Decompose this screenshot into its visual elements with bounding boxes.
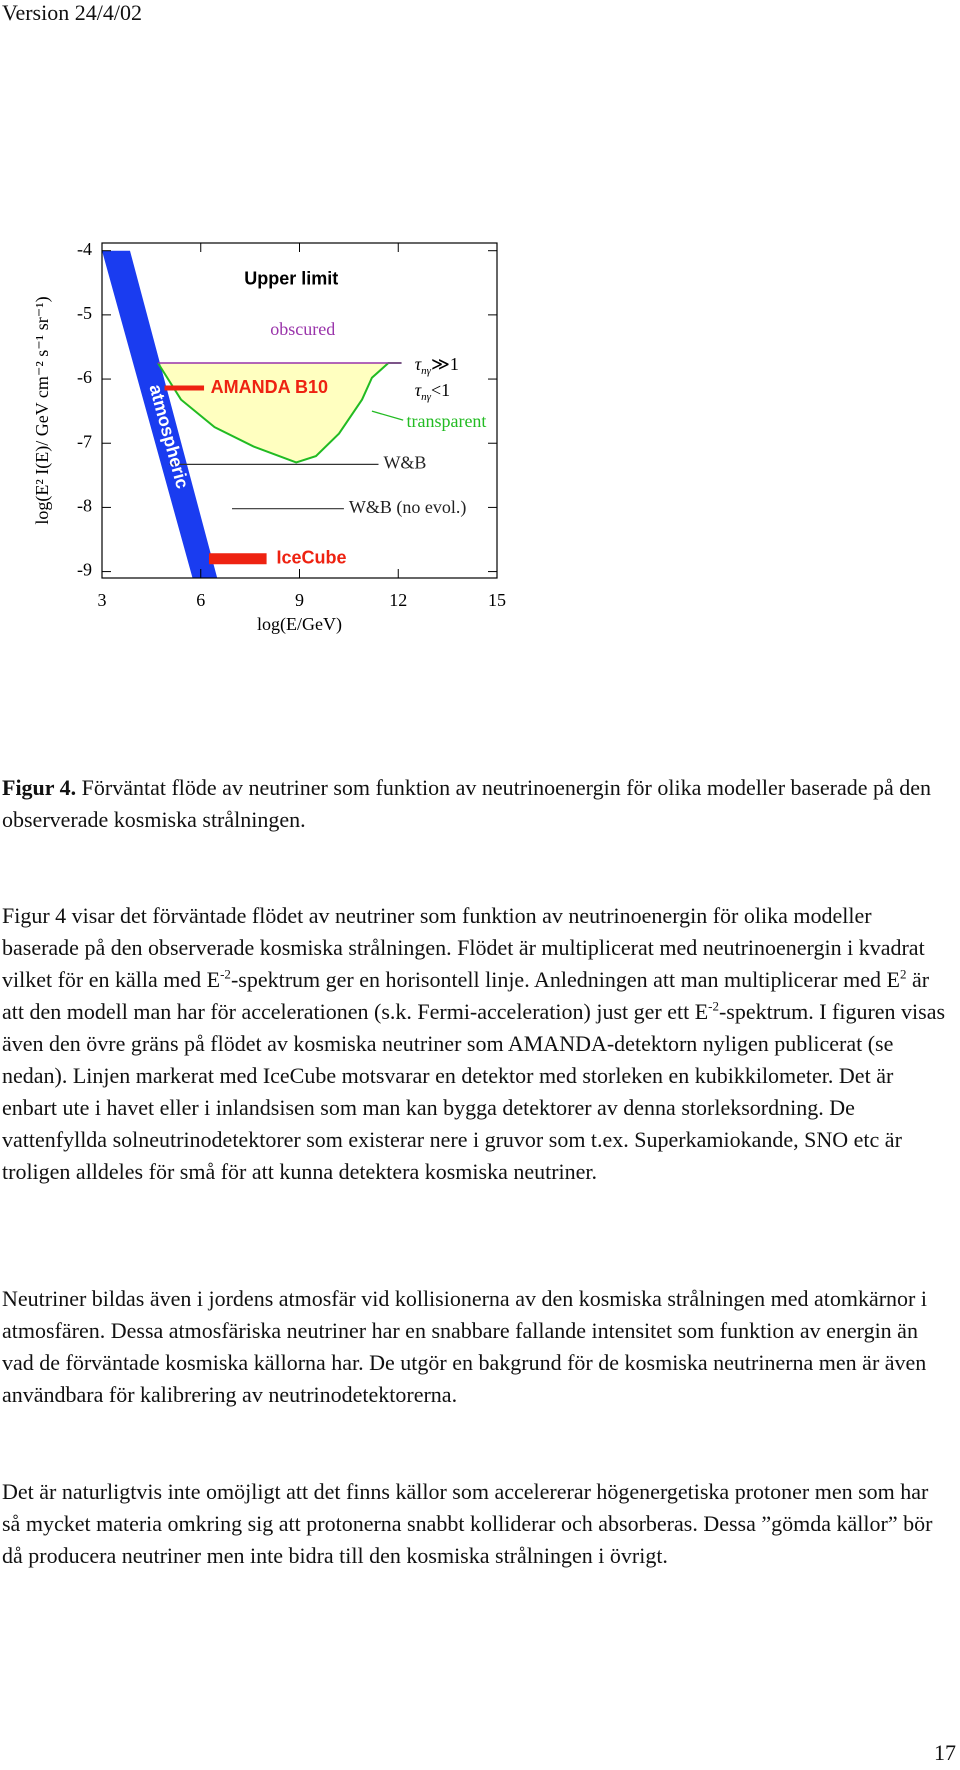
tau-rest: <1 xyxy=(431,380,450,400)
tau-symbol: τ xyxy=(415,380,422,400)
text-run: är att den modell man har för accelerati… xyxy=(2,967,930,1024)
series-label: obscured xyxy=(270,319,335,339)
annotation: Upper limit xyxy=(244,268,338,288)
series-1 xyxy=(157,362,402,464)
page-number: 17 xyxy=(934,1740,956,1765)
version-header: Version 24/4/02 xyxy=(2,0,142,25)
paragraph: Figur 4 visar det förväntade flödet av n… xyxy=(2,900,952,1188)
paragraph: Det är naturligtvis inte omöjligt att de… xyxy=(2,1476,952,1572)
y-tick-label: -5 xyxy=(77,303,92,323)
x-tick-label: 15 xyxy=(488,590,506,610)
series-0 xyxy=(102,250,218,578)
tau-symbol: τ xyxy=(415,354,422,374)
annotation: τnγ≫1 xyxy=(415,354,459,376)
text-run: -spektrum ger en horisontell linje. Anle… xyxy=(230,967,900,992)
tau-subscript: nγ xyxy=(421,365,432,377)
transparent-area xyxy=(157,363,402,463)
paragraph: Neutriner bildas även i jordens atmosfär… xyxy=(2,1283,952,1411)
x-axis-label: log(E/GeV) xyxy=(257,614,342,635)
superscript: -2 xyxy=(220,966,231,982)
y-tick-label: -8 xyxy=(77,496,92,516)
y-tick-label: -9 xyxy=(77,560,92,580)
x-tick-label: 6 xyxy=(196,590,205,610)
y-tick-label: -6 xyxy=(77,367,92,387)
series-label: transparent xyxy=(406,411,486,431)
y-tick-label: -7 xyxy=(77,431,92,451)
series-label: AMANDA B10 xyxy=(211,377,328,397)
x-tick-label: 9 xyxy=(295,590,304,610)
y-axis-label: log(E² I(E)/ GeV cm⁻² s⁻¹ sr⁻¹) xyxy=(32,296,53,524)
figure-caption: Figur 4. Förväntat flöde av neutriner so… xyxy=(2,772,952,836)
superscript: -2 xyxy=(708,998,719,1014)
tau-subscript: nγ xyxy=(421,390,432,402)
x-tick-label: 12 xyxy=(389,590,407,610)
caption-label: Figur 4. xyxy=(2,775,77,800)
superscript: 2 xyxy=(899,966,907,982)
series-label: IceCube xyxy=(276,547,346,567)
y-tick-label: -4 xyxy=(77,239,92,259)
tau-rest: ≫1 xyxy=(431,354,459,374)
x-tick-label: 3 xyxy=(98,590,107,610)
annotation: τnγ<1 xyxy=(415,380,450,402)
caption-text: Förväntat flöde av neutriner som funktio… xyxy=(2,775,932,832)
text-run: Figur 4 visar det förväntade flödet av n… xyxy=(2,903,925,992)
series-label: W&B xyxy=(383,453,426,473)
series-label: W&B (no evol.) xyxy=(349,497,466,518)
text-run: Neutriner bildas även i jordens atmosfär… xyxy=(2,1286,927,1407)
text-run: Det är naturligtvis inte omöjligt att de… xyxy=(2,1479,933,1568)
arrow xyxy=(371,410,404,421)
text-run: -spektrum. I figuren visas även den övre… xyxy=(2,999,946,1184)
